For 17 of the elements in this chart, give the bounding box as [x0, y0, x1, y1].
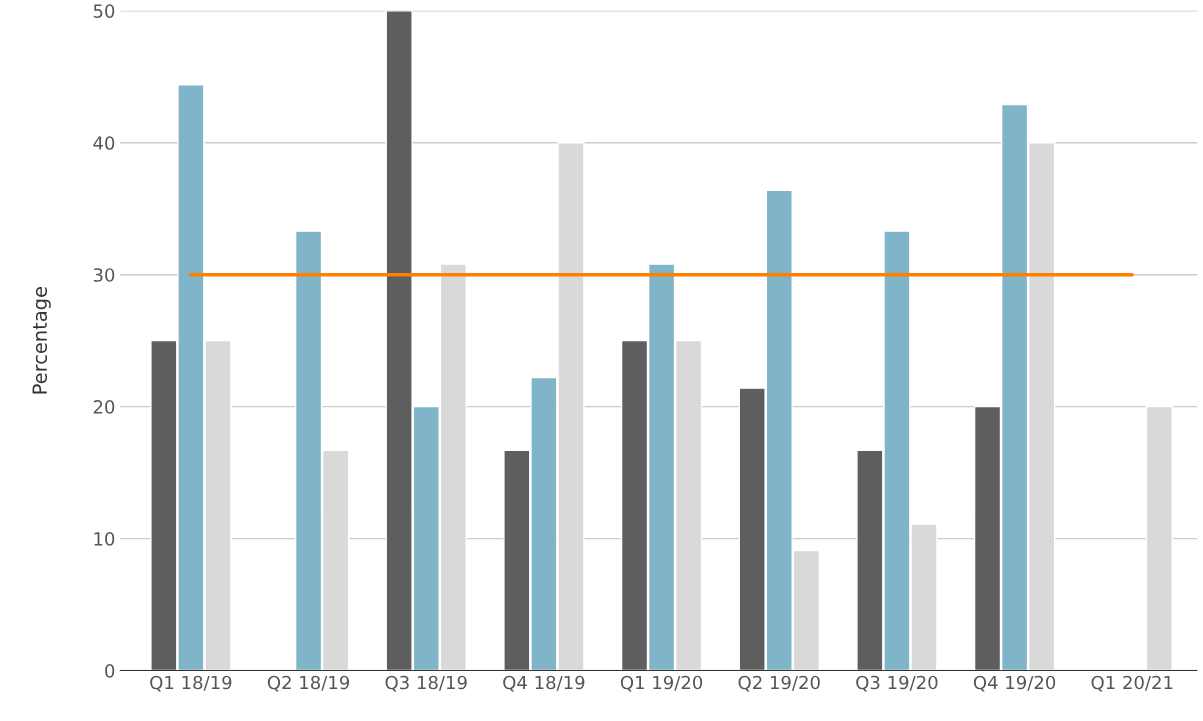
x-tick-label: Q3 18/19 — [385, 675, 467, 692]
y-tick-label: 50 — [93, 4, 115, 18]
x-tick-label: Q2 19/20 — [738, 675, 820, 692]
y-tick-label: 30 — [93, 268, 115, 282]
y-tick-label: 40 — [93, 136, 115, 150]
x-tick-label: Q1 19/20 — [620, 675, 703, 692]
x-tick-label: Q4 19/20 — [973, 675, 1056, 692]
y-tick-label: 0 — [105, 663, 115, 678]
y-axis-title: Percentage — [32, 287, 51, 394]
x-tick-label: Q1 20/21 — [1091, 675, 1173, 692]
x-tick-label: Q1 18/19 — [150, 675, 232, 692]
x-tick-label: Q4 18/19 — [503, 675, 585, 692]
bar — [1145, 405, 1173, 671]
y-tick-label: 20 — [93, 400, 115, 414]
x-tick-label: Q3 19/20 — [856, 675, 938, 692]
x-tick-label: Q2 18/19 — [267, 675, 350, 692]
y-tick-label: 10 — [94, 532, 115, 546]
